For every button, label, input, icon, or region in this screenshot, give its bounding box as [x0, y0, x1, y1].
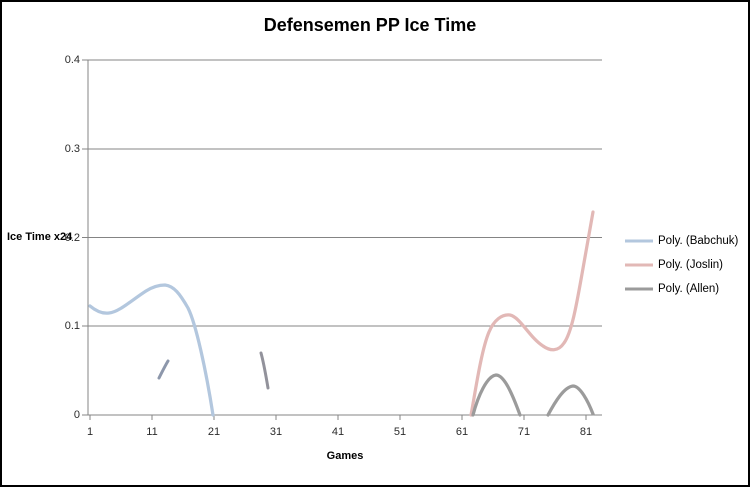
y-tick-label: 0.3: [64, 143, 80, 155]
legend-item-joslin: Poly. (Joslin): [624, 257, 738, 273]
y-tick-label: 0.4: [64, 54, 80, 66]
x-tick-label: 81: [579, 426, 593, 438]
legend-swatch-babchuk-line: [625, 239, 653, 243]
series-allen-line: [471, 373, 595, 417]
legend-swatch-allen-line: [625, 287, 653, 291]
y-axis-title: Ice Time x24: [7, 231, 73, 243]
y-tick-marks: [82, 59, 88, 416]
legend-item-babchuk: Poly. (Babchuk): [624, 233, 738, 249]
legend-label: Poly. (Babchuk): [658, 235, 739, 247]
y-tick-label: 0.2: [64, 232, 80, 244]
x-tick-label: 21: [207, 426, 221, 438]
stray-segment-1: [157, 359, 170, 380]
stray-segment-2: [259, 351, 270, 390]
chart-title: Defensemen PP Ice Time: [263, 15, 477, 35]
x-tick-label: 31: [269, 426, 283, 438]
x-tick-label: 41: [331, 426, 345, 438]
legend-swatch-joslin-line: [625, 263, 653, 267]
x-tick-label: 1: [86, 426, 94, 438]
y-tick-label: 0.1: [64, 320, 80, 332]
x-tick-label: 51: [393, 426, 407, 438]
x-tick-label: 71: [517, 426, 531, 438]
x-tick-label: 61: [455, 426, 469, 438]
legend: Poly. (Babchuk) Poly. (Joslin) Poly. (Al…: [624, 233, 738, 305]
gridlines: [88, 59, 602, 327]
x-tick-marks: [89, 415, 587, 420]
legend-label: Poly. (Allen): [658, 283, 720, 295]
legend-label: Poly. (Joslin): [658, 259, 723, 271]
x-tick-label: 11: [146, 426, 158, 438]
series-joslin-line: [469, 210, 595, 417]
legend-item-allen: Poly. (Allen): [624, 281, 738, 297]
x-axis-title: Games: [326, 450, 364, 462]
y-tick-label: 0: [73, 409, 80, 421]
series-babchuk-line: [88, 283, 215, 417]
